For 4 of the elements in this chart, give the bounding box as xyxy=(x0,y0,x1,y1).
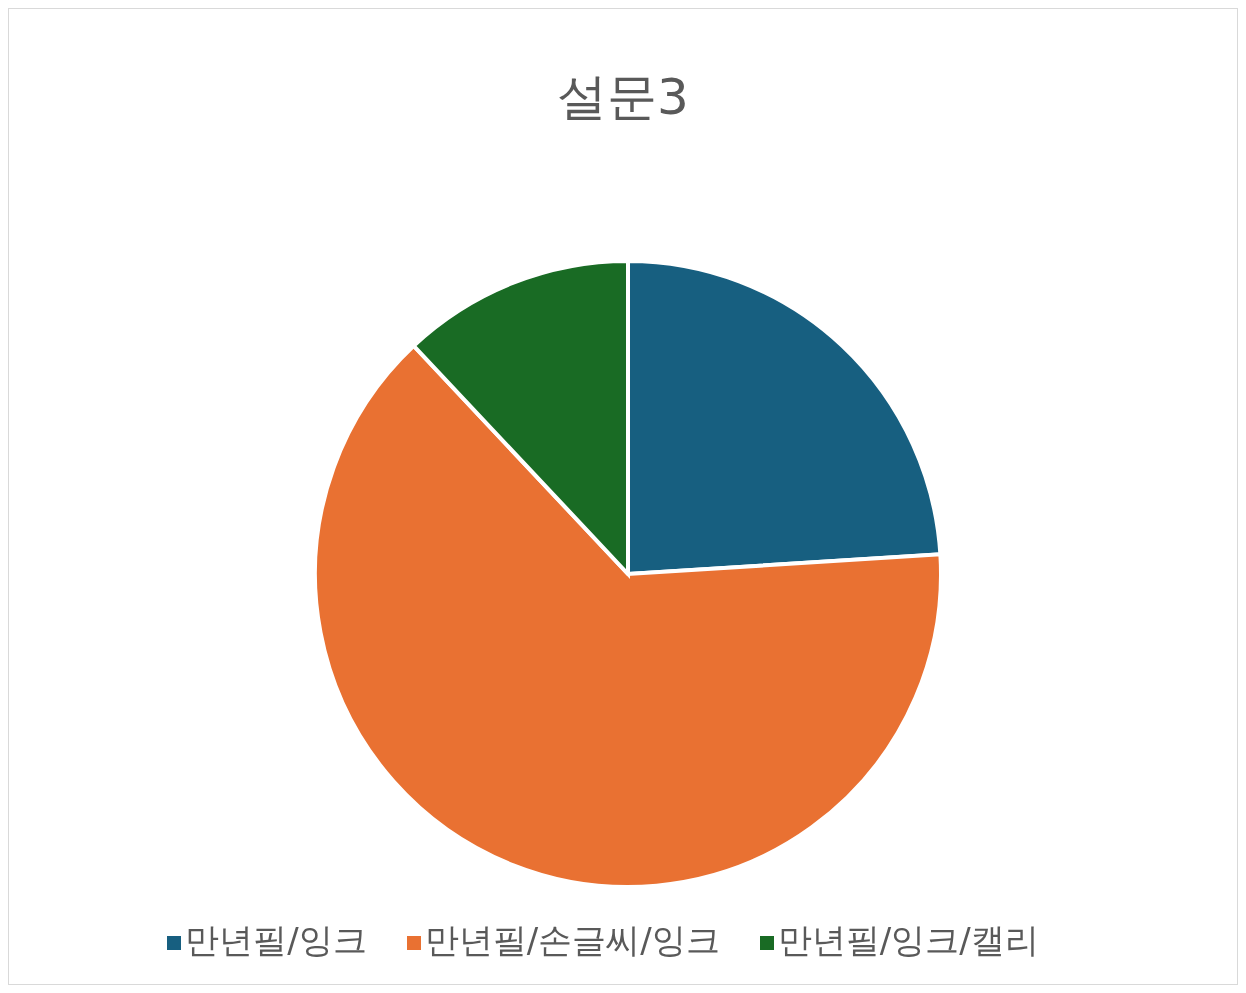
legend-label: 만년필/잉크 xyxy=(185,920,367,960)
legend-label: 만년필/손글씨/잉크 xyxy=(424,920,720,960)
chart-title: 설문3 xyxy=(556,67,690,128)
legend-label: 만년필/잉크/캘리 xyxy=(777,920,1039,960)
